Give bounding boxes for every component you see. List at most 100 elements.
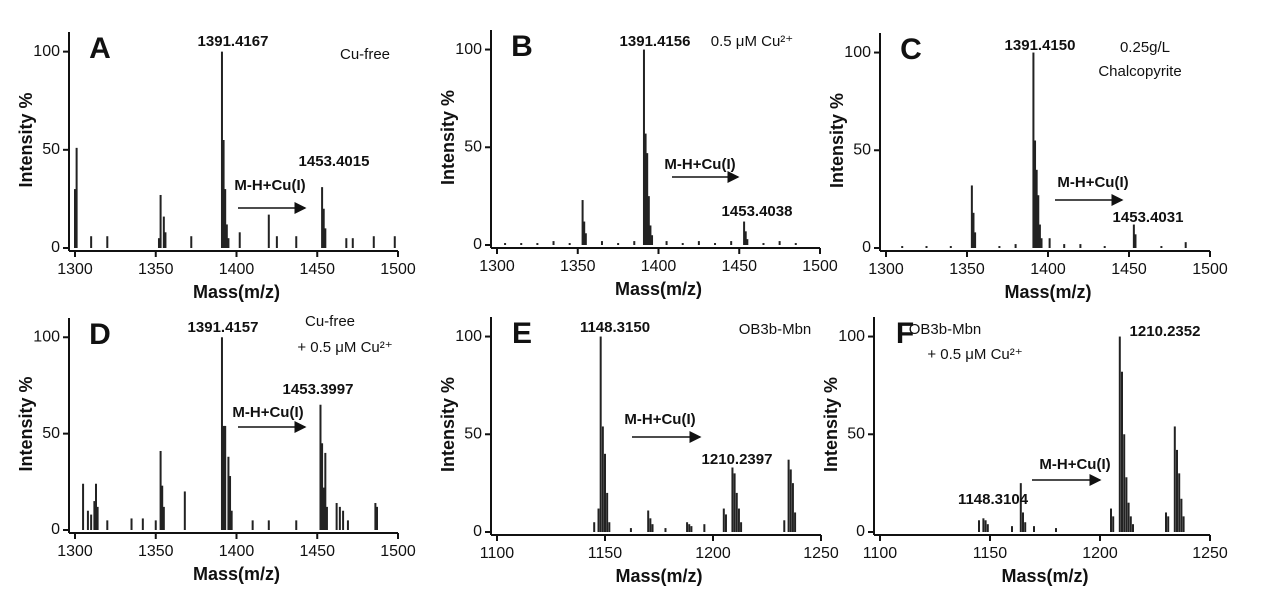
peak [251, 520, 254, 530]
panel: 0 50 100 1300 1350 1400 1450 1500 Mass(m/z) Inten… [16, 313, 416, 584]
peak [90, 236, 93, 248]
peak [1123, 434, 1126, 532]
peak [901, 246, 904, 248]
peak [794, 512, 797, 532]
peak [1176, 449, 1178, 532]
x-tick-label: 1200 [695, 545, 731, 562]
peak [740, 522, 743, 532]
peak [338, 506, 341, 530]
annotation: M-H+Cu(I) [232, 404, 303, 421]
annotation: 1453.4015 [299, 153, 370, 170]
peak [96, 506, 99, 530]
peak [737, 508, 740, 532]
peak [157, 238, 160, 248]
peak [238, 232, 241, 248]
peak [374, 503, 377, 530]
y-tick-label: 100 [455, 328, 482, 345]
peak [1173, 426, 1176, 532]
peak [220, 51, 223, 248]
x-tick-label: 1450 [299, 543, 335, 560]
y-axis-label: Intensity % [438, 90, 458, 185]
peak [346, 520, 349, 530]
peak [744, 231, 747, 245]
x-axis-label: Mass(m/z) [1004, 282, 1091, 302]
x-tick-label: 1300 [868, 261, 904, 278]
peak [599, 336, 602, 532]
peak [664, 528, 667, 532]
peak [164, 232, 167, 248]
peak [733, 473, 736, 532]
peak [783, 520, 786, 532]
peak [746, 239, 749, 245]
peak [159, 194, 162, 248]
annotation: 1391.4167 [198, 33, 269, 50]
peak [75, 147, 78, 248]
peak [267, 520, 270, 530]
y-tick-label: 0 [51, 239, 60, 256]
peak [1110, 508, 1112, 532]
peak [1132, 224, 1135, 248]
peak [714, 243, 717, 245]
peak [154, 520, 157, 530]
peak [342, 510, 345, 530]
x-tick-label: 1300 [57, 543, 93, 560]
peak [686, 522, 689, 532]
x-tick-label: 1300 [57, 261, 93, 278]
y-tick-label: 100 [455, 41, 482, 58]
peak [583, 221, 586, 245]
peak [1129, 516, 1132, 532]
peak [970, 185, 973, 248]
peak [1019, 483, 1022, 532]
peak [1112, 516, 1115, 532]
peak [974, 232, 977, 248]
peak [581, 200, 584, 245]
peak [1184, 242, 1187, 248]
peak [735, 492, 738, 532]
peak [224, 425, 227, 530]
x-tick-label: 1100 [480, 545, 515, 562]
panel: 0 50 100 1300 1350 1400 1450 1500 Mass(m/z) Inten… [438, 30, 838, 299]
annotation: 0.5 μM Cu²⁺ [711, 33, 793, 50]
panel: 0 50 100 1300 1350 1400 1450 1500 Mass(m/z) Inten… [16, 32, 416, 302]
peak [787, 459, 790, 532]
x-tick-label: 1250 [803, 545, 839, 562]
peak [629, 528, 632, 532]
y-tick-label: 0 [862, 239, 871, 256]
peak [321, 443, 324, 530]
peak [791, 483, 794, 532]
peak [224, 189, 227, 248]
x-axis-label: Mass(m/z) [615, 279, 702, 299]
peak [649, 518, 652, 532]
peak [722, 508, 725, 532]
peak [227, 238, 230, 248]
peak [376, 506, 379, 530]
peak [1034, 140, 1037, 248]
annotation: OB3b-Mbn [909, 321, 982, 338]
x-axis-label: Mass(m/z) [193, 564, 280, 584]
peak [393, 236, 396, 248]
peak [504, 243, 507, 245]
y-tick-label: 0 [51, 521, 60, 538]
peak [220, 337, 223, 530]
annotation: 1391.4156 [620, 33, 691, 50]
x-tick-label: 1450 [721, 258, 757, 275]
y-tick-label: 100 [844, 44, 871, 61]
peak [1048, 238, 1051, 248]
peak [86, 510, 89, 530]
peak [1037, 195, 1040, 248]
peak [230, 510, 233, 530]
peak [295, 236, 298, 248]
annotation: 0.25g/L [1120, 39, 1170, 56]
peak [998, 246, 1001, 248]
annotation: + 0.5 μM Cu²⁺ [927, 346, 1022, 363]
y-axis-label: Intensity % [821, 377, 841, 472]
peak [597, 508, 600, 532]
peak [982, 518, 985, 532]
x-tick-label: 1350 [138, 261, 174, 278]
peak [552, 241, 555, 245]
peak [604, 453, 606, 532]
annotation: M-H+Cu(I) [624, 411, 695, 428]
x-tick-label: 1500 [802, 258, 838, 275]
peak [665, 241, 668, 245]
peak [606, 492, 609, 532]
